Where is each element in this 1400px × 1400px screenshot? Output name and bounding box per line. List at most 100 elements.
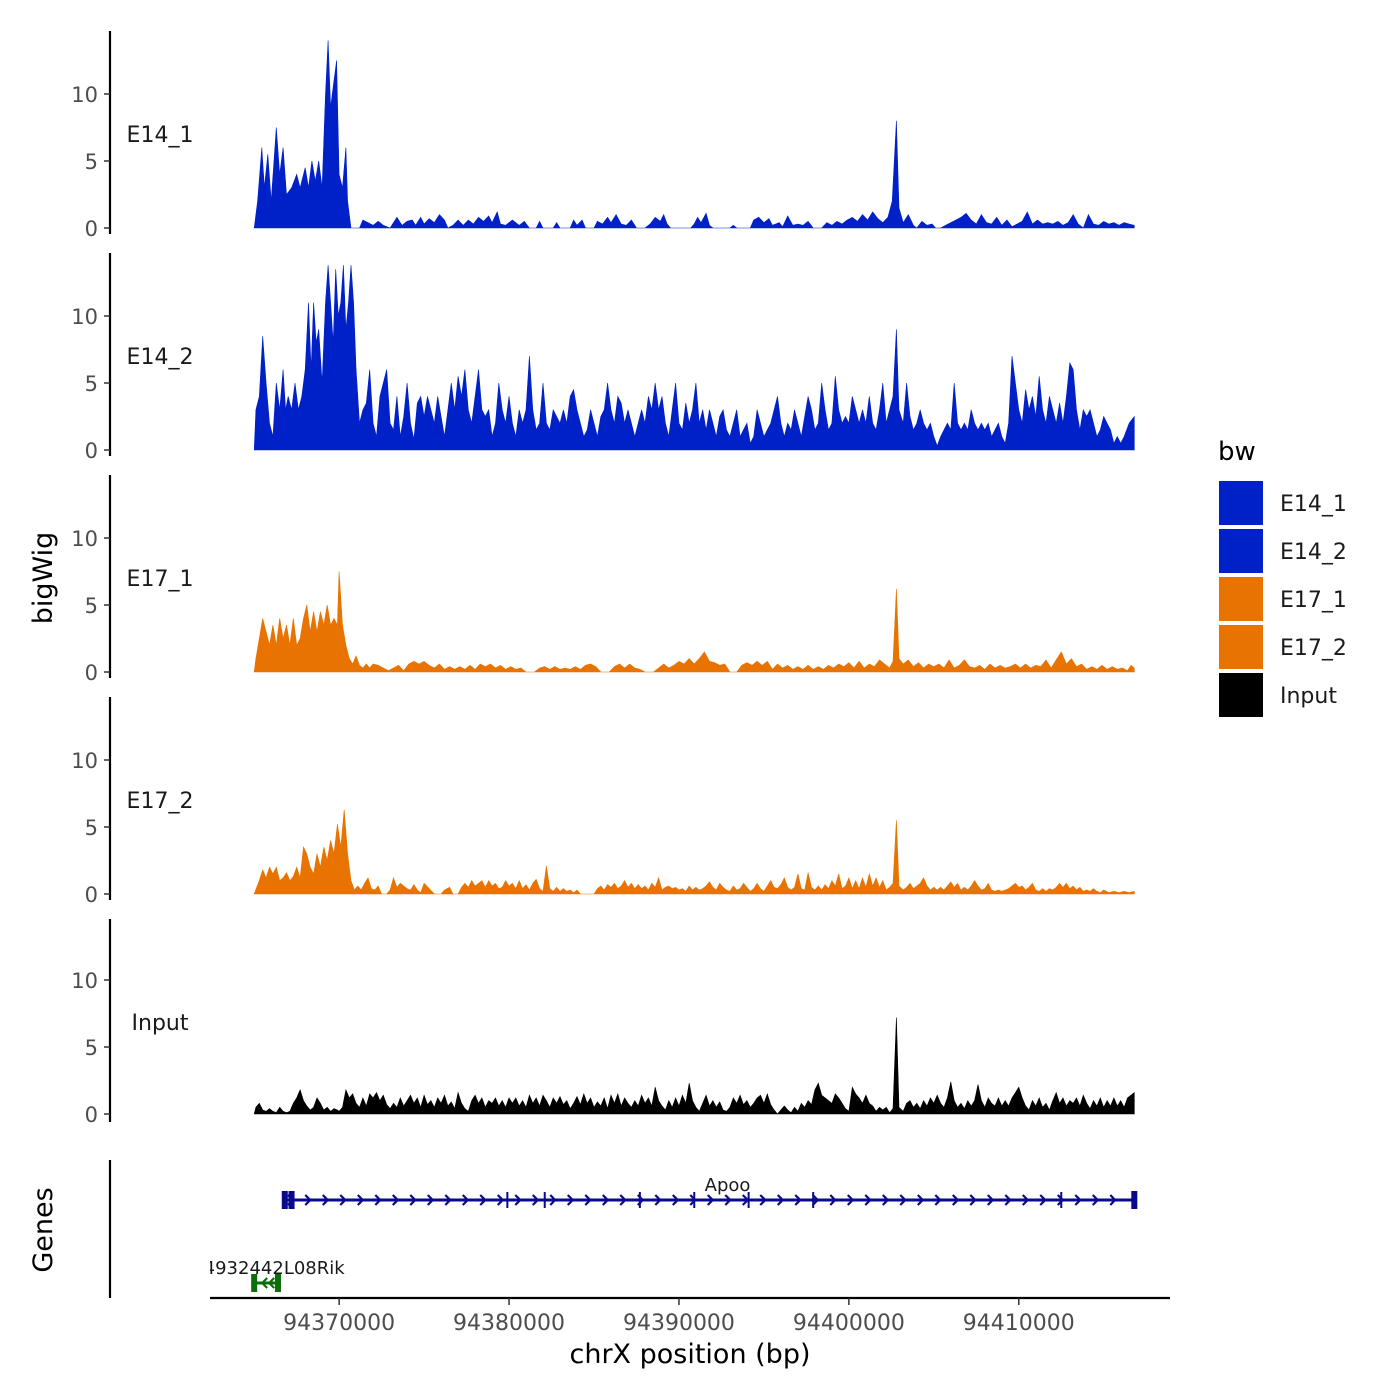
exon [1060,1192,1063,1208]
y-tick-label: 0 [85,439,98,463]
legend-item-e14_1: E14_1 [1217,479,1347,527]
y-tick-label: 5 [85,594,98,618]
legend-swatch [1217,623,1265,671]
panel-input: 0 5 10 Input [71,919,1135,1127]
panel-label: E17_1 [127,567,194,592]
strand-arrow [689,1194,697,1206]
panel-label: Input [132,1011,189,1036]
panel-label: E17_2 [127,789,194,814]
strand-arrow [724,1194,732,1206]
y-tick-label: 10 [71,749,98,773]
strand-arrow [549,1194,557,1206]
exon [693,1192,696,1208]
strand-arrow [304,1194,312,1206]
legend-label: E17_2 [1280,636,1347,661]
strand-arrow [321,1194,330,1206]
strand-arrow [759,1194,767,1206]
strand-arrow [846,1194,855,1206]
legend-title: bw [1218,437,1256,467]
strand-arrow [267,1277,275,1289]
y-tick-label: 10 [71,83,98,107]
legend-item-input: Input [1217,671,1337,719]
exon [747,1192,750,1208]
strand-arrow [881,1194,890,1206]
y-tick-label: 5 [85,150,98,174]
strand-arrow [514,1194,522,1206]
strand-arrow [374,1194,382,1206]
legend-item-e17_1: E17_1 [1217,575,1347,623]
exon [281,1191,288,1209]
legend-swatch [1217,527,1265,575]
y-tick-label: 10 [71,305,98,329]
strand-arrow [811,1194,820,1206]
strand-arrow [1074,1194,1082,1206]
strand-arrow [829,1194,837,1206]
strand-arrow [619,1194,627,1206]
strand-arrow [1004,1194,1012,1206]
y-tick-label: 5 [85,816,98,840]
panel-label: E14_1 [127,123,194,148]
x-tick-label: 94370000 [283,1311,395,1336]
x-tick-label: 94400000 [793,1311,905,1336]
coverage-area-input [253,1017,1135,1115]
strand-arrow [934,1194,942,1206]
x-tick-label: 94380000 [453,1311,565,1336]
gene-4932442l08rik: 4932442L08Rik [204,1258,346,1292]
strand-arrow [899,1194,907,1206]
legend-label: E17_1 [1280,588,1347,613]
exon [543,1192,546,1208]
y-tick-label: 0 [85,217,98,241]
strand-arrow [584,1194,592,1206]
y-tick-label: 0 [85,883,98,907]
y-tick-label: 5 [85,372,98,396]
strand-arrow [391,1194,400,1206]
strand-arrow [776,1194,785,1206]
strand-arrow [1109,1194,1117,1206]
legend-swatch [1217,479,1265,527]
coverage-panels: 0 5 10 E14_1 0 5 10 E14_2 0 5 10 E17_1 0 5 10 E17_2 0 5 10… [71,31,1135,1127]
strand-arrow [986,1194,995,1206]
strand-arrow [1021,1194,1030,1206]
strand-arrow [1056,1194,1065,1206]
y-tick-label: 0 [85,661,98,685]
gene-label: Apoo [705,1175,751,1196]
strand-arrow [706,1194,715,1206]
legend-item-e17_2: E17_2 [1217,623,1347,671]
strand-arrow [426,1194,435,1206]
strand-arrow [671,1194,680,1206]
legend-label: Input [1280,684,1337,709]
strand-arrow [356,1194,365,1206]
x-axis-title: chrX position (bp) [569,1339,810,1370]
coverage-area-e14_2 [253,265,1135,451]
gene-label: 4932442L08Rik [204,1258,346,1279]
y-tick-label: 10 [71,527,98,551]
exon [274,1274,281,1292]
panel-e17_2: 0 5 10 E17_2 [71,697,1135,907]
coverage-area-e17_2 [253,809,1135,895]
strand-arrow [461,1194,470,1206]
strand-arrow [339,1194,347,1206]
legend: bw E14_1 E14_2 E17_1 E17_2 Input [1217,437,1347,719]
strand-arrow [864,1194,872,1206]
legend-label: E14_1 [1280,492,1347,517]
gene-apoo: Apoo [281,1175,1138,1209]
genes-panel-title: Genes [28,1187,59,1272]
coverage-area-e14_1 [253,40,1135,229]
strand-arrow [531,1194,540,1206]
legend-item-e14_2: E14_2 [1217,527,1347,575]
y-tick-label: 10 [71,969,98,993]
legend-label: E14_2 [1280,540,1347,565]
exon [638,1192,641,1208]
genes-panel: Apoo 4932442L08Rik [108,1160,1138,1298]
strand-arrow [1039,1194,1047,1206]
strand-arrow [1091,1194,1100,1206]
exon [506,1192,509,1208]
exon [288,1191,295,1209]
exon [251,1274,258,1292]
legend-swatch [1217,575,1265,623]
coverage-area-e17_1 [253,571,1135,673]
strand-arrow [566,1194,575,1206]
x-tick-label: 94390000 [623,1311,735,1336]
strand-arrow [969,1194,977,1206]
